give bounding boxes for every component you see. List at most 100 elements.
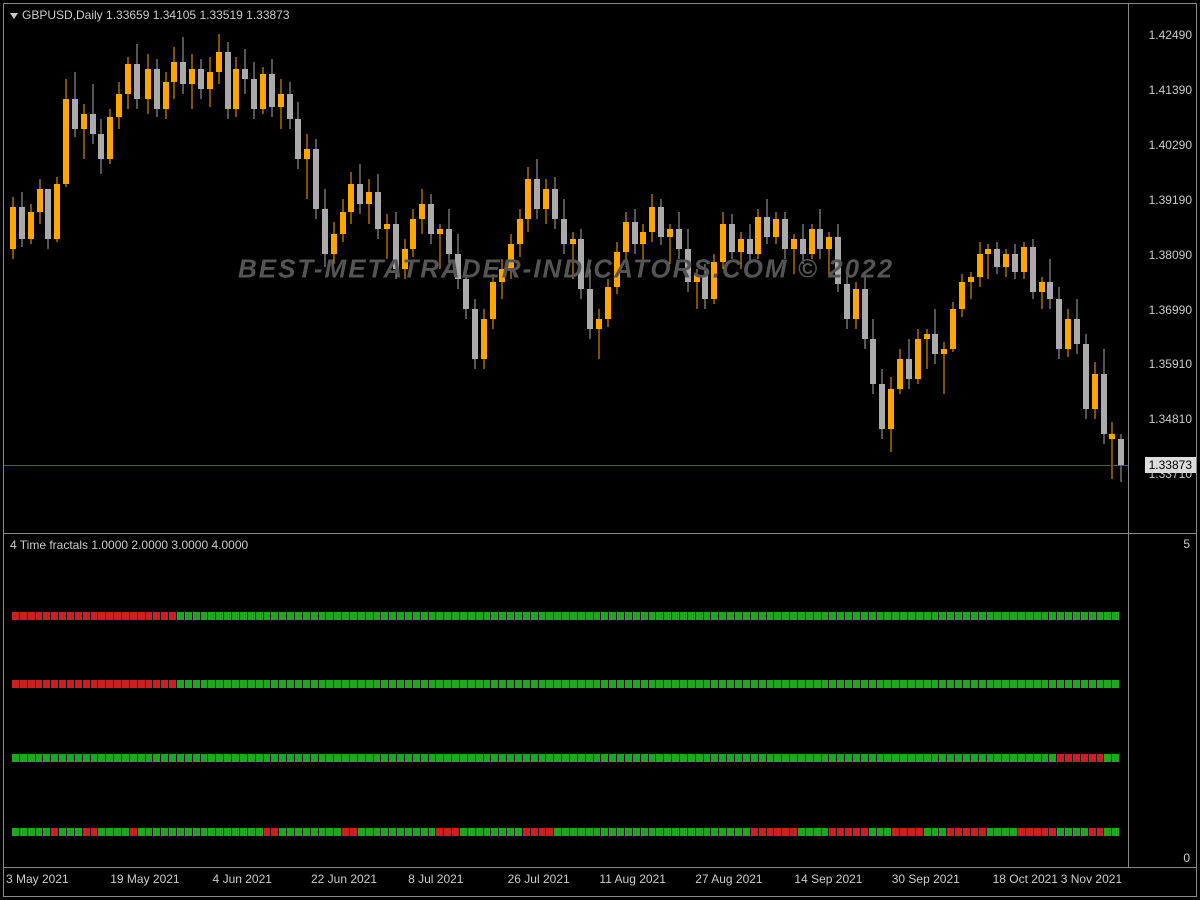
fractal-cell	[499, 828, 506, 836]
fractal-cell	[326, 612, 333, 620]
fractal-cell	[138, 680, 145, 688]
fractal-cell	[59, 828, 66, 836]
fractal-cell	[507, 828, 514, 836]
fractal-cell	[562, 828, 569, 836]
fractal-cell	[892, 612, 899, 620]
fractal-cell	[672, 754, 679, 762]
fractal-cell	[358, 680, 365, 688]
price-axis-label: 1.42490	[1149, 28, 1192, 42]
fractal-cell	[696, 754, 703, 762]
fractal-cell	[444, 680, 451, 688]
fractal-cell	[790, 828, 797, 836]
fractal-cell	[900, 828, 907, 836]
fractal-cell	[1002, 612, 1009, 620]
fractal-cell	[523, 680, 530, 688]
fractal-cell	[633, 680, 640, 688]
fractal-cell	[586, 680, 593, 688]
fractal-cell	[531, 612, 538, 620]
fractal-cell	[1097, 680, 1104, 688]
fractal-cell	[177, 680, 184, 688]
fractal-cell	[649, 754, 656, 762]
fractal-cell	[696, 680, 703, 688]
fractal-row	[12, 612, 1120, 622]
fractal-cell	[743, 612, 750, 620]
fractal-cell	[656, 612, 663, 620]
fractal-cell	[955, 612, 962, 620]
fractal-cell	[570, 612, 577, 620]
fractal-cell	[837, 754, 844, 762]
fractal-cell	[1057, 680, 1064, 688]
fractal-cell	[106, 754, 113, 762]
fractal-cell	[1034, 680, 1041, 688]
fractal-cell	[1089, 680, 1096, 688]
fractal-cell	[1026, 828, 1033, 836]
fractal-cell	[617, 754, 624, 762]
fractal-cell	[680, 612, 687, 620]
fractal-cell	[59, 612, 66, 620]
fractal-cell	[216, 612, 223, 620]
fractal-cell	[1104, 612, 1111, 620]
fractal-cell	[146, 680, 153, 688]
fractal-cell	[641, 754, 648, 762]
fractal-cell	[326, 680, 333, 688]
fractal-cell	[546, 680, 553, 688]
fractal-cell	[67, 828, 74, 836]
fractal-cell	[366, 828, 373, 836]
fractal-cell	[287, 754, 294, 762]
fractal-cell	[609, 828, 616, 836]
symbol-timeframe-ohlc: GBPUSD,Daily 1.33659 1.34105 1.33519 1.3…	[22, 8, 290, 22]
fractal-cell	[1002, 680, 1009, 688]
fractal-cell	[601, 680, 608, 688]
fractal-cell	[193, 680, 200, 688]
fractal-cell	[216, 828, 223, 836]
indicator-y-min: 0	[1183, 851, 1190, 865]
fractal-cell	[955, 754, 962, 762]
fractal-cell	[295, 754, 302, 762]
fractal-cell	[908, 828, 915, 836]
fractal-cell	[405, 828, 412, 836]
fractal-cell	[374, 754, 381, 762]
time-axis-label: 22 Jun 2021	[311, 872, 377, 886]
fractal-cell	[381, 754, 388, 762]
chart-window[interactable]: GBPUSD,Daily 1.33659 1.34105 1.33519 1.3…	[3, 3, 1197, 897]
fractal-cell	[987, 612, 994, 620]
fractal-cell	[1065, 680, 1072, 688]
fractal-cell	[774, 754, 781, 762]
fractal-cell	[688, 754, 695, 762]
fractal-cell	[932, 754, 939, 762]
fractal-cell	[491, 680, 498, 688]
fractal-cell	[169, 680, 176, 688]
fractal-cell	[98, 612, 105, 620]
fractal-cell	[759, 680, 766, 688]
fractal-cell	[201, 612, 208, 620]
fractal-cell	[138, 828, 145, 836]
fractal-cell	[264, 680, 271, 688]
fractal-cell	[271, 828, 278, 836]
time-axis-label: 4 Jun 2021	[213, 872, 272, 886]
indicator-panel[interactable]: 4 Time fractals 1.0000 2.0000 3.0000 4.0…	[4, 534, 1128, 868]
fractal-cell	[861, 612, 868, 620]
main-price-chart[interactable]: GBPUSD,Daily 1.33659 1.34105 1.33519 1.3…	[4, 4, 1128, 534]
fractal-cell	[1018, 754, 1025, 762]
fractal-cell	[554, 680, 561, 688]
fractal-cell	[743, 754, 750, 762]
fractal-cell	[429, 680, 436, 688]
dropdown-triangle-icon[interactable]	[10, 13, 18, 19]
fractal-cell	[51, 680, 58, 688]
fractal-cell	[122, 754, 129, 762]
fractal-cell	[1042, 680, 1049, 688]
fractal-cell	[814, 828, 821, 836]
fractal-cell	[106, 828, 113, 836]
fractal-cell	[295, 612, 302, 620]
fractal-row	[12, 680, 1120, 690]
fractal-cell	[28, 680, 35, 688]
fractal-cell	[617, 680, 624, 688]
fractal-cell	[193, 754, 200, 762]
fractal-cell	[609, 754, 616, 762]
fractal-cell	[947, 680, 954, 688]
fractal-cell	[523, 754, 530, 762]
fractal-cell	[759, 754, 766, 762]
fractal-cell	[641, 680, 648, 688]
fractal-cell	[586, 754, 593, 762]
fractal-cell	[814, 680, 821, 688]
